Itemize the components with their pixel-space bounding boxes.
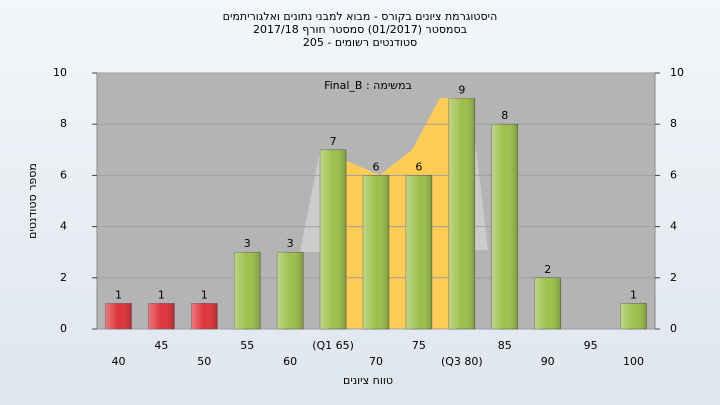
quartile-shade	[320, 98, 470, 329]
chart-subtitle: סטודנטים רשומים - 205	[303, 36, 417, 49]
data-label: 1	[201, 288, 208, 301]
x-tick-label: 40	[111, 355, 125, 368]
x-tick-label: 50	[197, 355, 211, 368]
data-label: 2	[544, 263, 551, 276]
y-tick-label: 0	[60, 322, 67, 335]
bar-shine	[405, 175, 432, 329]
y2-tick-label: 0	[670, 322, 677, 335]
data-label: 6	[373, 160, 380, 173]
bar-shine	[277, 252, 304, 329]
x-tick-label: 60	[283, 355, 297, 368]
data-label: 8	[501, 109, 508, 122]
data-label: 1	[115, 288, 122, 301]
bar-shine	[191, 303, 218, 329]
y-tick-label: 10	[53, 66, 67, 79]
x-tick-label: 55	[240, 339, 254, 352]
annotation: במשימה : Final_B	[324, 79, 412, 92]
bar-shine	[491, 124, 518, 329]
bar-shine	[234, 252, 261, 329]
data-label: 3	[287, 237, 294, 250]
data-label: 9	[458, 84, 465, 97]
data-label: 3	[244, 237, 251, 250]
bar-shine	[320, 149, 347, 329]
x-tick-label: 90	[541, 355, 555, 368]
data-label: 1	[630, 288, 637, 301]
x-tick-label: 70	[369, 355, 383, 368]
x-tick-label: 95	[584, 339, 598, 352]
x-tick-label: (Q1 65)	[312, 339, 354, 352]
y-tick-label: 8	[60, 117, 67, 130]
bar-shine	[534, 277, 561, 329]
bar-shine	[105, 303, 132, 329]
y-tick-label: 6	[60, 168, 67, 181]
chart-subtitle: בסמסטר (01/2017) סמסטר חורף 2017/18	[253, 23, 467, 36]
x-tick-label: 100	[623, 355, 644, 368]
y-axis-label: מספר סטודנטים	[26, 163, 39, 239]
bar-shine	[448, 98, 475, 329]
y-tick-label: 4	[60, 220, 67, 233]
x-tick-label: (Q3 80)	[441, 355, 483, 368]
data-label: 6	[415, 160, 422, 173]
y2-tick-label: 2	[670, 271, 677, 284]
y-tick-label: 2	[60, 271, 67, 284]
y2-tick-label: 4	[670, 220, 677, 233]
bar-shine	[620, 303, 647, 329]
x-tick-label: 75	[412, 339, 426, 352]
x-tick-label: 85	[498, 339, 512, 352]
bar-shine	[148, 303, 175, 329]
data-label: 7	[330, 135, 337, 148]
x-axis-label: טווח ציונים	[343, 374, 393, 387]
bar-shine	[363, 175, 389, 329]
y2-tick-label: 6	[670, 168, 677, 181]
y2-tick-label: 8	[670, 117, 677, 130]
y2-tick-label: 10	[670, 66, 684, 79]
chart-title: היסטוגרמת ציונים בקורס - מבוא למבני נתונ…	[223, 10, 498, 23]
x-tick-label: 45	[154, 339, 168, 352]
data-label: 1	[158, 288, 165, 301]
